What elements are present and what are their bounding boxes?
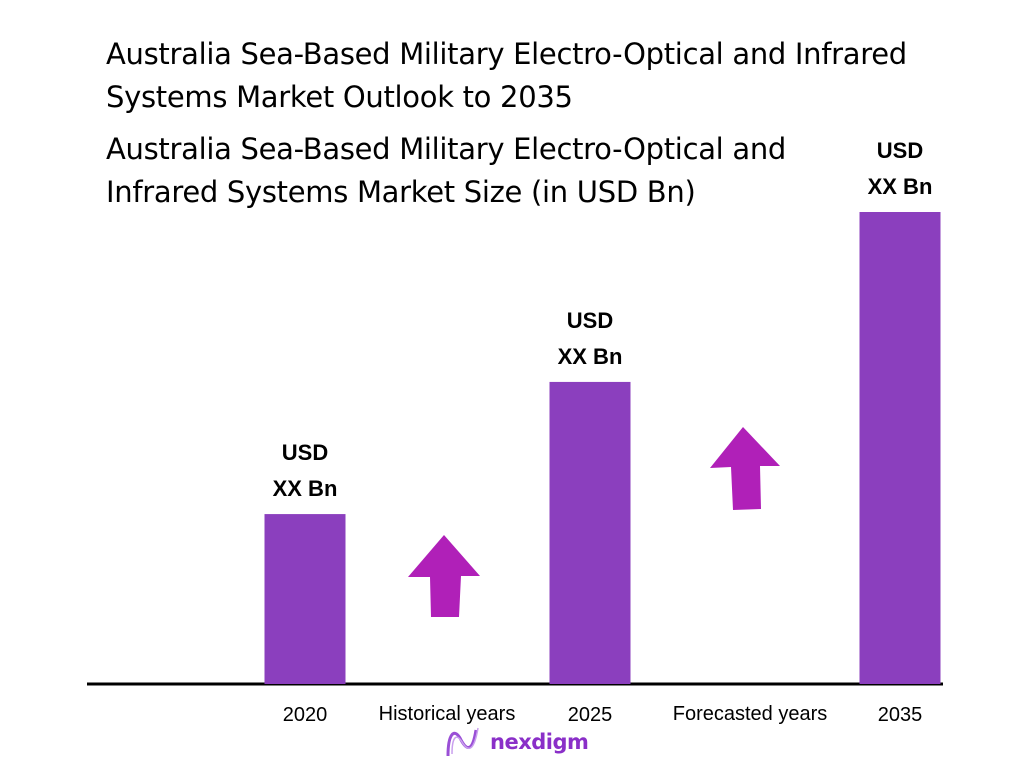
x-tick-label-2020: 2020 [283,704,328,726]
bar-2035 [859,212,941,684]
data-label-2035: USD [877,138,923,163]
growth-arrow-historical [408,535,480,617]
data-label-2025: USD [567,308,613,333]
x-tick-label-2025: 2025 [568,704,613,726]
annotation-forecasted-years: Forecasted years [673,703,828,725]
data-label-2020: XX Bn [273,476,338,501]
data-label-2020: USD [282,440,328,465]
growth-arrow-forecast [710,427,780,510]
annotation-historical-years: Historical years [379,703,516,725]
chart-subtitle: Australia Sea-Based Military Electro-Opt… [106,132,787,209]
data-label-2035: XX Bn [868,174,933,199]
nexdigm-wave-icon [446,727,479,757]
nexdigm-logo: nexdigm [444,724,589,760]
bar-2020 [264,514,346,684]
logo-text: nexdigm [490,730,589,754]
chart-title: Australia Sea-Based Military Electro-Opt… [106,37,907,114]
data-label-2025: XX Bn [558,344,623,369]
x-tick-label-2035: 2035 [878,704,923,726]
bar-2025 [549,381,631,684]
